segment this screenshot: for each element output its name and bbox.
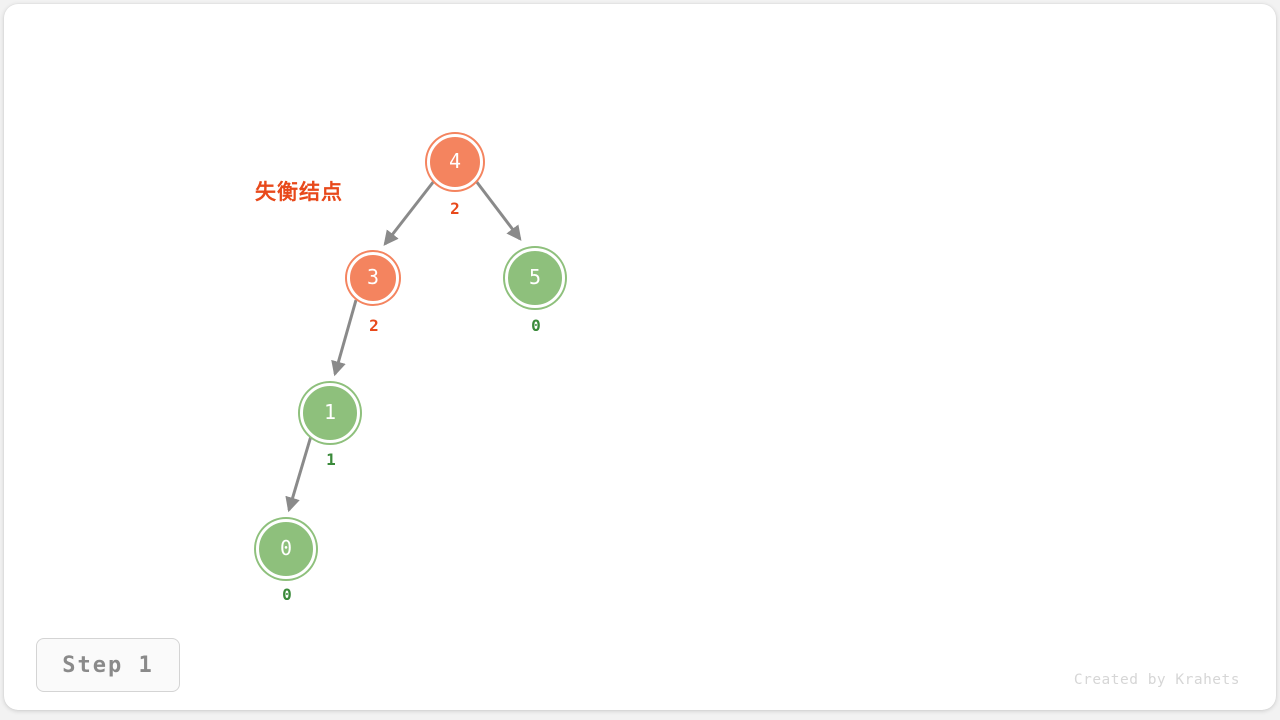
tree-node-5[interactable]: 5: [505, 248, 565, 308]
tree-node-1-value: 1: [323, 400, 337, 424]
edge-4-to-5: [474, 180, 522, 241]
balance-factor-node-5: 0: [531, 316, 541, 335]
tree-node-3[interactable]: 3: [347, 252, 399, 304]
tree-node-0[interactable]: 0: [256, 519, 316, 579]
tree-node-1[interactable]: 1: [300, 383, 360, 443]
credit-label: Created by Krahets: [1073, 672, 1240, 688]
tree-edges-canvas: [285, 180, 522, 513]
edge-4-to-3: [383, 180, 436, 246]
edge-3-to-1: [331, 299, 358, 377]
tree-node-5-value: 5: [528, 265, 542, 289]
tree-node-3-value: 3: [366, 265, 380, 289]
tree-node-4-value: 4: [448, 149, 462, 173]
step-badge: Step 1: [36, 638, 180, 692]
tree-node-4[interactable]: 4: [427, 134, 483, 190]
tree-node-0-value: 0: [279, 536, 293, 560]
balance-factor-node-1: 1: [326, 450, 336, 469]
edge-1-to-0: [285, 435, 313, 513]
balance-factor-node-3: 2: [369, 316, 379, 335]
balance-factor-node-0: 0: [282, 585, 292, 604]
balance-factor-node-4: 2: [450, 199, 460, 218]
unbalanced-node-annotation: 失衡结点: [255, 180, 343, 204]
diagram-card: 失衡结点 4 2 3 2 5 0 1 1 0 0 Step 1 Created …: [4, 4, 1276, 710]
